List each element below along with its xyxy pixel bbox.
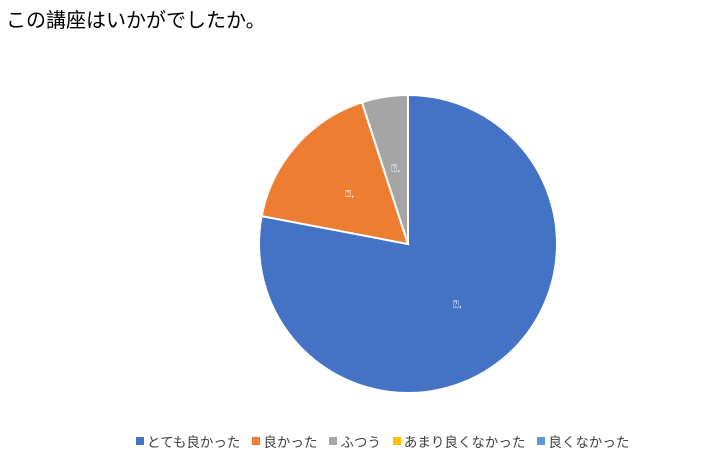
pie-slice [360,93,409,245]
legend-item: 良くなかった [537,431,629,451]
legend-label: 良かった [263,435,318,451]
legend-label: 良くなかった [548,435,630,451]
legend-label: あまり良くなかった [403,435,526,451]
page-title: この講座はいかがでしたか。 [6,8,266,32]
slice-data-label: ⍰, [453,300,462,311]
legend-swatch-icon [537,437,546,445]
legend-item: ふつう [329,431,381,451]
legend-item: 良かった [252,431,317,451]
slice-data-label: ⍰, [345,189,354,200]
legend-swatch-icon [136,437,144,445]
pie-slice [260,101,410,246]
chart-legend: とても良かった 良かった ふつう あまり良くなかった 良くなかった [136,430,629,452]
legend-item: あまり良くなかった [392,431,526,451]
legend-swatch-icon [329,437,338,445]
slice-data-label: ⍰, [391,163,400,174]
legend-item: とても良かった [136,431,240,451]
legend-swatch-icon [252,437,261,445]
legend-swatch-icon [392,437,401,445]
legend-label: とても良かった [147,435,241,451]
legend-label: ふつう [340,435,381,451]
